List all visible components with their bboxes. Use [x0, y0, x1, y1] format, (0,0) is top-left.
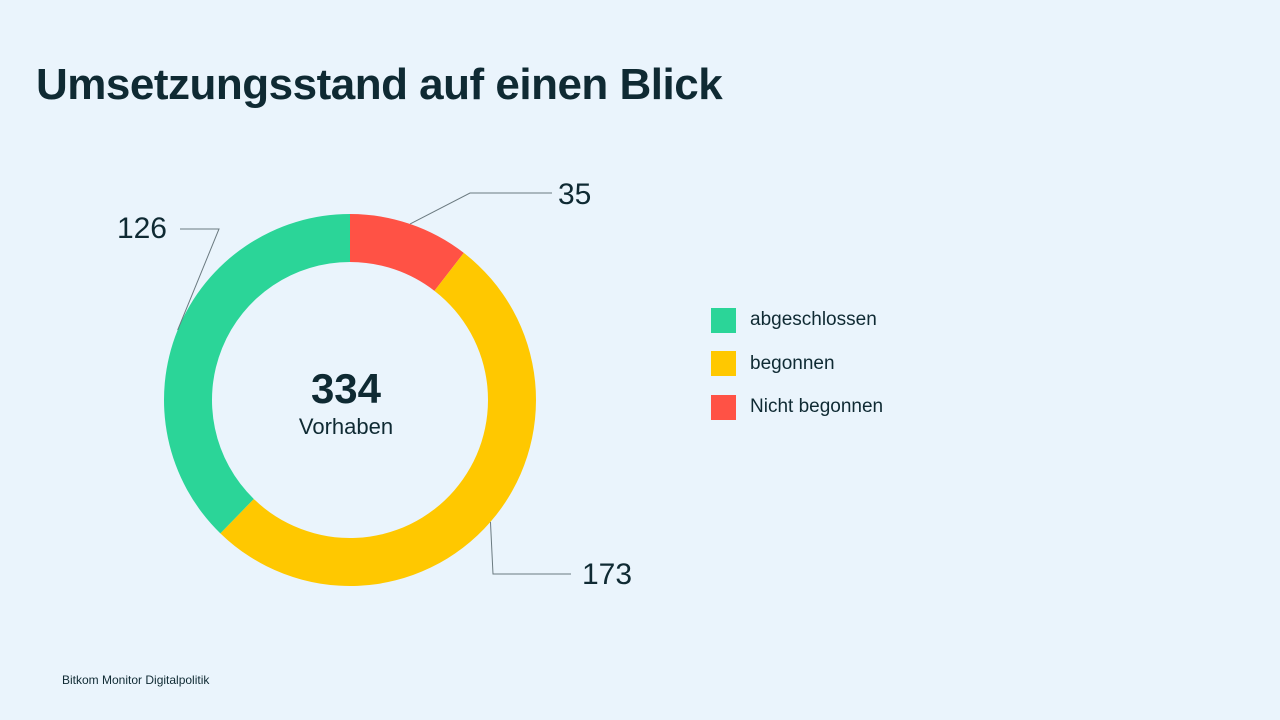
slice-value-label: 126 — [117, 212, 167, 245]
donut-slice-begonnen — [220, 252, 537, 587]
legend-item-begonnen: begonnen — [711, 351, 883, 377]
leader-lines — [177, 192, 571, 575]
legend-item-nicht-begonnen: Nicht begonnen — [711, 394, 883, 420]
leader-line — [489, 521, 571, 575]
donut-slices — [164, 214, 537, 587]
donut-slice-nicht-begonnen — [350, 214, 464, 291]
slice-value-labels: 35 173 126 — [117, 178, 632, 591]
leader-line — [409, 192, 552, 225]
source-note: Bitkom Monitor Digitalpolitik — [62, 673, 210, 687]
legend-label: begonnen — [750, 352, 835, 374]
total-value: 334 — [311, 365, 382, 412]
page-title: Umsetzungsstand auf einen Blick — [36, 60, 723, 109]
total-label: Vorhaben — [299, 414, 393, 439]
slice-value-label: 35 — [558, 178, 591, 211]
donut-slice-abgeschlossen — [164, 214, 350, 534]
legend-label: abgeschlossen — [750, 309, 877, 330]
leader-line — [177, 228, 220, 331]
legend-swatch — [711, 394, 736, 420]
legend-item-abgeschlossen: abgeschlossen — [711, 307, 883, 333]
legend-label: Nicht begonnen — [750, 396, 884, 417]
chart-legend: abgeschlossen begonnen Nicht begonnen — [711, 307, 883, 438]
legend-swatch — [711, 307, 736, 333]
slice-value-label: 173 — [582, 558, 632, 591]
legend-swatch — [711, 351, 736, 376]
